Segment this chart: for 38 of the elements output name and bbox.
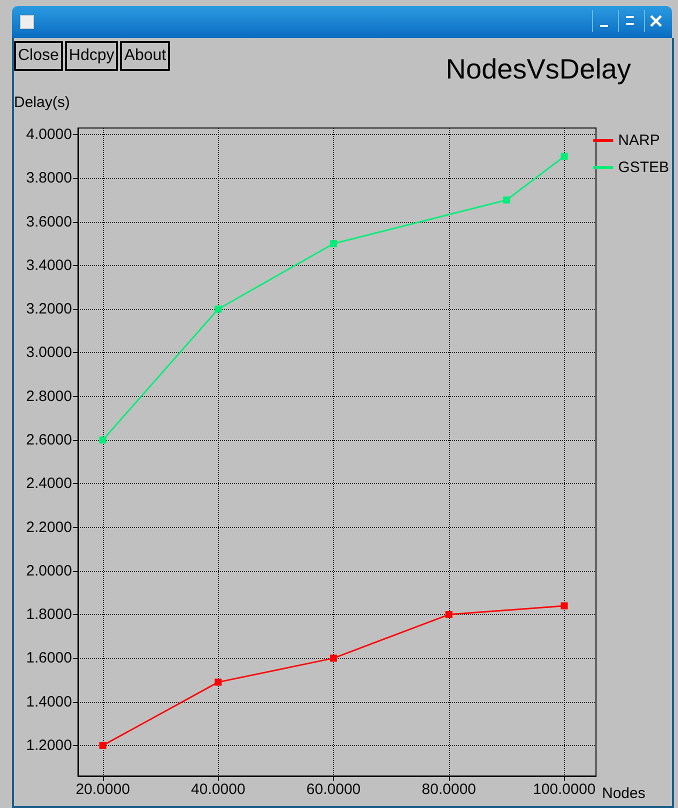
- y-tick-label: 2.6000: [26, 432, 72, 448]
- y-tick-label: 3.6000: [26, 213, 72, 230]
- point: [445, 611, 452, 618]
- x-tick-label: 80.0000: [422, 781, 476, 798]
- y-tick-label: 3.8000: [26, 170, 72, 187]
- y-tick-label: 1.2000: [26, 736, 72, 754]
- point: [99, 436, 106, 444]
- y-tick-label: 3.2000: [26, 300, 72, 318]
- x-tick-label: 100.0000: [532, 781, 596, 798]
- point: [214, 678, 222, 686]
- point: [560, 602, 568, 610]
- x-tick-label: 60.0000: [306, 781, 361, 798]
- y-tick-label: 2.4000: [26, 475, 72, 492]
- button: About: [120, 41, 170, 71]
- point: [503, 196, 510, 204]
- button: Hdcpy: [64, 41, 118, 71]
- point: [214, 306, 222, 313]
- button: Close: [14, 41, 63, 71]
- x-tick-label: 40.0000: [191, 781, 246, 798]
- legend-label: GSTEB: [618, 159, 670, 176]
- x-axis-title: Nodes: [602, 785, 646, 802]
- y-tick-label: 4.0000: [26, 126, 72, 144]
- y-tick-label: 3.4000: [26, 256, 72, 274]
- y-tick-label: 2.2000: [26, 518, 72, 536]
- y-tick-label: 1.6000: [26, 650, 72, 667]
- point: [330, 654, 338, 662]
- legend-label: NARP: [618, 132, 660, 149]
- y-tick-label: 2.8000: [26, 388, 72, 405]
- y-axis-title: Delay(s): [14, 94, 70, 111]
- point: [560, 152, 568, 160]
- y-tick-label: 2.0000: [26, 562, 72, 580]
- point: [99, 742, 106, 749]
- x-tick-label: 20.0000: [76, 781, 130, 798]
- y-tick-label: 1.8000: [26, 606, 72, 624]
- chart-title: NodesVsDelay: [446, 54, 632, 84]
- y-tick-label: 1.4000: [26, 693, 72, 710]
- point: [330, 240, 338, 248]
- y-tick-label: 3.0000: [26, 344, 72, 362]
